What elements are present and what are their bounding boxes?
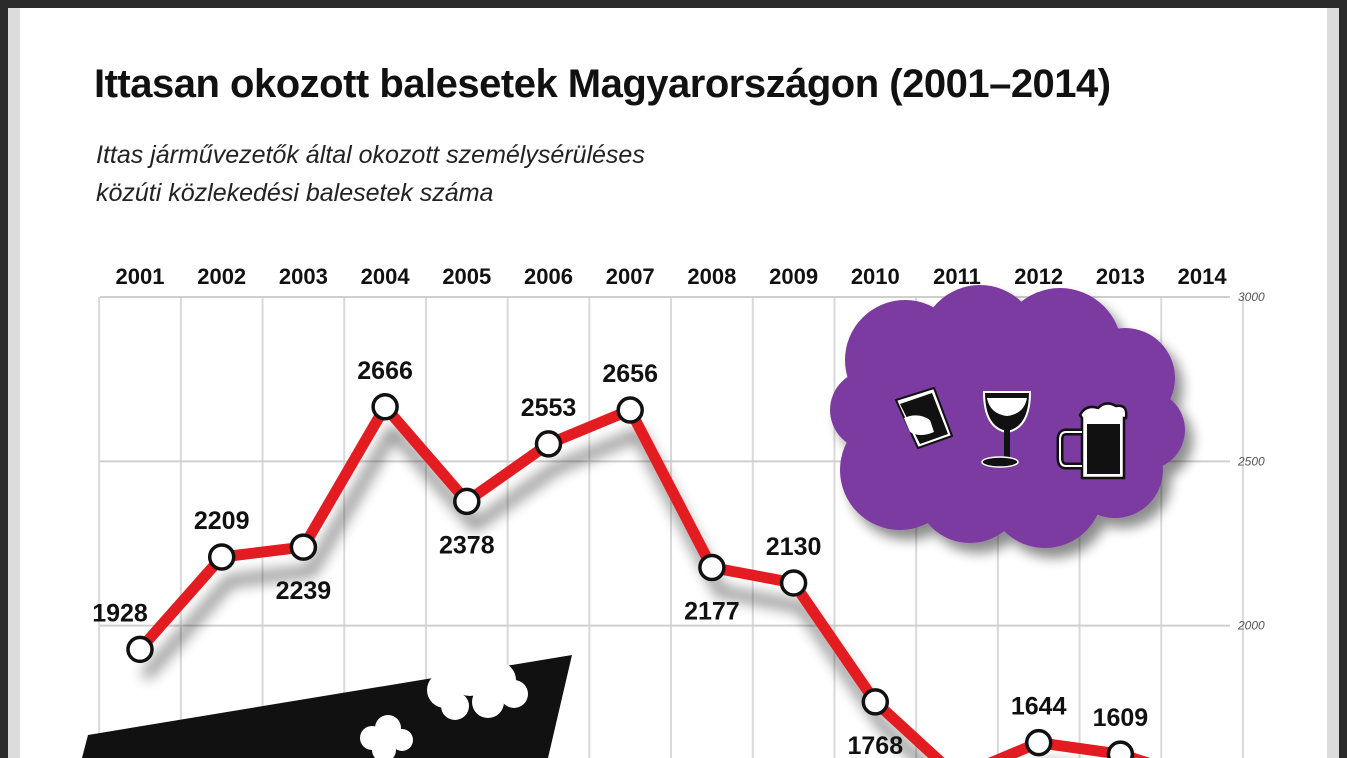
data-label: 2209 — [194, 507, 250, 535]
x-tick-label: 2006 — [524, 264, 573, 289]
x-tick-label: 2003 — [279, 264, 328, 289]
data-label: 2666 — [357, 357, 413, 385]
data-label: 1768 — [847, 732, 903, 758]
data-point — [698, 553, 726, 582]
x-tick-label: 2001 — [116, 264, 165, 289]
beer-mug-icon — [1056, 402, 1128, 480]
y-tick-label: 3000 — [1238, 290, 1265, 304]
data-point — [371, 393, 399, 421]
whisky-glass-icon — [894, 386, 954, 450]
x-tick-label: 2007 — [606, 264, 655, 289]
roof-smoke-puff-small — [360, 715, 413, 758]
x-tick-label: 2009 — [769, 264, 818, 289]
data-label: 2177 — [684, 597, 740, 625]
x-tick-label: 2005 — [442, 264, 491, 289]
chart-subtitle: Ittas járművezetők által okozott személy… — [96, 136, 645, 212]
data-label: 2130 — [766, 533, 822, 561]
data-point — [207, 543, 236, 571]
data-point — [453, 487, 481, 516]
x-tick-label: 2004 — [361, 264, 411, 289]
data-label: 2378 — [439, 531, 495, 559]
wine-glass-icon — [981, 391, 1032, 468]
x-tick-label: 2012 — [1014, 264, 1063, 289]
x-tick-label: 2011 — [933, 264, 981, 289]
data-points — [126, 393, 1135, 758]
data-point — [1024, 728, 1053, 757]
data-point — [289, 533, 318, 561]
data-label: 2239 — [276, 577, 332, 605]
data-label: 1928 — [92, 599, 148, 627]
chart-title: Ittasan okozott balesetek Magyarországon… — [94, 62, 1111, 106]
x-tick-label: 2013 — [1096, 264, 1145, 289]
data-labels: 1928 2209 2239 2666 2378 2553 2656 2177 2130 1768… — [92, 357, 1148, 758]
series-line — [134, 401, 1151, 758]
x-tick-label: 2010 — [851, 264, 900, 289]
data-point — [1106, 740, 1135, 758]
series-group — [134, 401, 1151, 758]
data-label: 2656 — [602, 360, 658, 388]
y-axis-ticks: 3000 2500 2000 — [1237, 290, 1265, 633]
car-illustration — [82, 655, 572, 758]
data-point — [534, 430, 563, 458]
y-tick-label: 2000 — [1237, 619, 1265, 633]
roof-smoke-puff — [427, 656, 528, 720]
data-label: 1644 — [1011, 693, 1067, 721]
data-label: 1609 — [1093, 704, 1149, 732]
data-label: 2553 — [521, 394, 577, 422]
x-tick-label: 2014 — [1178, 264, 1228, 289]
x-axis-year-labels: 2001 2002 2003 2004 2005 2006 2007 2008 2009 2010… — [116, 264, 1228, 289]
y-tick-label: 2500 — [1237, 454, 1265, 468]
subtitle-line-2: közúti közlekedési balesetek száma — [96, 179, 494, 207]
subtitle-line-1: Ittas járművezetők által okozott személy… — [96, 141, 645, 169]
data-point — [126, 635, 154, 664]
data-point — [616, 396, 644, 424]
data-point — [779, 569, 808, 597]
x-tick-label: 2008 — [687, 264, 736, 289]
x-tick-label: 2002 — [197, 264, 246, 289]
data-point — [861, 688, 890, 716]
